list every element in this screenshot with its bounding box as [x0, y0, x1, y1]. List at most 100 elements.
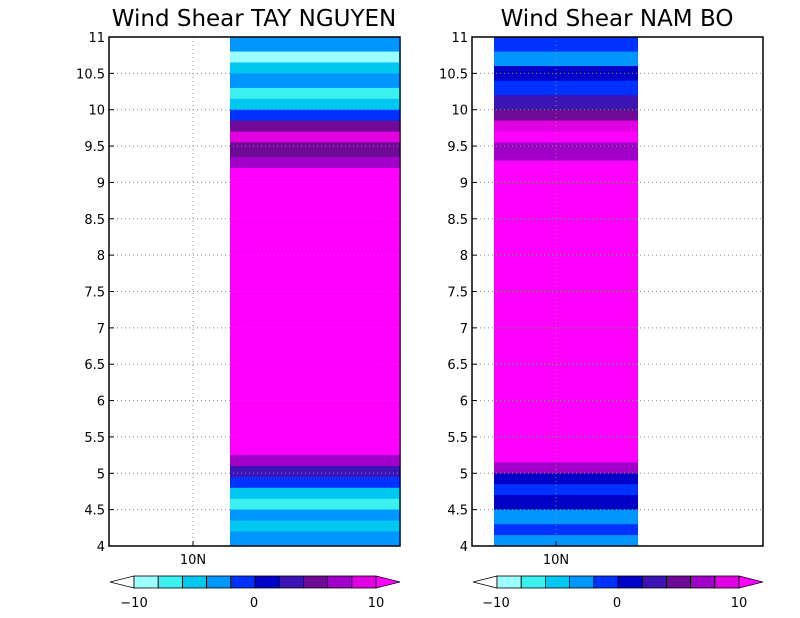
heatmap-band — [230, 455, 400, 467]
y-tick-label: 6.5 — [84, 358, 105, 373]
y-tick-label: 9 — [460, 176, 468, 191]
colorbar-swatch — [714, 575, 740, 589]
colorbar-swatch — [302, 575, 328, 589]
colorbar-min-label: −10 — [120, 596, 147, 611]
colorbar-mid-label: 0 — [250, 596, 258, 611]
heatmap-band — [230, 87, 400, 100]
y-tick-label: 6 — [97, 395, 105, 410]
y-tick-label: 5 — [460, 467, 468, 482]
gridlines — [109, 36, 400, 547]
colorbar-min-arrow — [472, 575, 498, 589]
colorbar-swatch — [133, 575, 159, 589]
y-tick-label: 4 — [460, 540, 468, 555]
heatmap-cells — [494, 37, 638, 547]
heatmap-band — [230, 487, 400, 500]
y-tick-label: 6 — [460, 395, 468, 410]
y-tick-label: 11 — [88, 31, 105, 46]
colorbar-swatch — [545, 575, 571, 589]
colorbar-swatch — [666, 575, 692, 589]
y-axis: 4 4.5 5 5.5 6 6.5 7 7.5 8 8.5 9 9.5 10 10.5 11 — [76, 31, 114, 555]
colorbar-swatch — [617, 575, 643, 589]
heatmap-band — [230, 98, 400, 111]
y-tick-label: 5.5 — [84, 431, 105, 446]
y-tick-label: 8 — [460, 249, 468, 264]
heatmap-band — [494, 109, 638, 122]
colorbar-swatch — [278, 575, 304, 589]
heatmap-band — [494, 495, 638, 511]
colorbar-swatch — [351, 575, 377, 589]
colorbar-mid-label: 0 — [613, 596, 621, 611]
y-tick-label: 7 — [460, 322, 468, 337]
heatmap-band — [230, 51, 400, 63]
heatmap-band — [494, 484, 638, 496]
heatmap-band — [494, 66, 638, 82]
y-tick-label: 6.5 — [447, 358, 468, 373]
y-tick-label: 4.5 — [447, 504, 468, 519]
heatmap-band — [494, 80, 638, 96]
heatmap-band — [494, 37, 638, 53]
y-tick-label: 9 — [97, 176, 105, 191]
y-tick-label: 10.5 — [76, 67, 105, 82]
y-tick-label: 9.5 — [447, 140, 468, 155]
y-tick-label: 8.5 — [84, 213, 105, 228]
colorbar-swatch — [593, 575, 619, 589]
colorbar-left: −10 0 10 — [109, 575, 401, 611]
heatmap-band — [230, 476, 400, 489]
heatmap-band — [494, 535, 638, 547]
colorbar-swatch — [181, 575, 207, 589]
heatmap-band — [494, 473, 638, 485]
heatmap-band — [230, 531, 400, 547]
heatmap-band — [230, 37, 400, 53]
y-tick-label: 4 — [97, 540, 105, 555]
heatmap-band — [230, 520, 400, 532]
heatmap-band — [230, 498, 400, 511]
heatmap-band — [230, 142, 400, 158]
y-tick-label: 9.5 — [84, 140, 105, 155]
colorbar-swatch — [230, 575, 256, 589]
y-tick-label: 7.5 — [447, 286, 468, 301]
y-axis: 4 4.5 5 5.5 6 6.5 7 7.5 8 8.5 9 9.5 10 10.5 11 — [439, 31, 477, 555]
colorbar-max-label: 10 — [368, 596, 385, 611]
colorbar-swatch — [569, 575, 595, 589]
y-tick-label: 7.5 — [84, 286, 105, 301]
heatmap-band — [230, 73, 400, 89]
heatmap-band — [230, 109, 400, 122]
heatmap-band — [230, 131, 400, 143]
heatmap-cells — [230, 37, 400, 547]
heatmap-band — [494, 51, 638, 67]
y-tick-label: 10 — [451, 104, 468, 119]
chart-title: Wind Shear NAM BO — [501, 6, 734, 32]
colorbar-swatch — [327, 575, 353, 589]
heatmap-band — [230, 509, 400, 522]
heatmap-band — [494, 120, 638, 133]
heatmap-band — [494, 131, 638, 143]
panel-nam-bo: Wind Shear NAM BO 4 4.5 5 5.5 6 6.5 7 7.5 8 8.5 9 9… — [439, 6, 764, 568]
colorbar-max-arrow — [738, 575, 764, 589]
colorbar-min-arrow — [109, 575, 135, 589]
panel-tay-nguyen: Wind Shear TAY NGUYEN 4 4.5 5 5.5 6 6.5 7 7.5 8 8… — [76, 6, 401, 568]
heatmap-band — [230, 156, 400, 169]
colorbar-right: −10 0 10 — [472, 575, 764, 611]
y-tick-label: 8 — [97, 249, 105, 264]
heatmap-band — [230, 466, 400, 478]
y-tick-label: 7 — [97, 322, 105, 337]
y-tick-label: 8.5 — [447, 213, 468, 228]
heatmap-band — [230, 167, 400, 456]
colorbar-swatch — [641, 575, 667, 589]
y-tick-label: 4.5 — [84, 504, 105, 519]
heatmap-band — [494, 95, 638, 111]
heatmap-band — [494, 142, 638, 162]
colorbar-min-label: −10 — [482, 596, 509, 611]
heatmap-band — [230, 120, 400, 133]
y-tick-label: 11 — [451, 31, 468, 46]
colorbar-swatch — [206, 575, 232, 589]
colorbar-swatch — [690, 575, 716, 589]
colorbar-max-label: 10 — [731, 596, 748, 611]
colorbar-max-arrow — [375, 575, 401, 589]
colorbar-swatch — [157, 575, 183, 589]
colorbar-swatch — [496, 575, 522, 589]
heatmap-band — [230, 62, 400, 74]
y-tick-label: 5 — [97, 467, 105, 482]
heatmap-band — [494, 160, 638, 463]
